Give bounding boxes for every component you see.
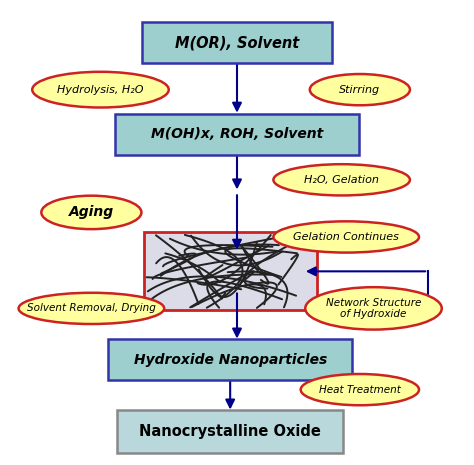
FancyBboxPatch shape xyxy=(115,114,359,154)
Text: Hydrolysis, H₂O: Hydrolysis, H₂O xyxy=(57,85,144,95)
Text: Gelation Continues: Gelation Continues xyxy=(293,232,399,242)
Ellipse shape xyxy=(310,74,410,105)
Text: Nanocrystalline Oxide: Nanocrystalline Oxide xyxy=(139,424,321,438)
Ellipse shape xyxy=(273,221,419,252)
Ellipse shape xyxy=(32,72,169,107)
Ellipse shape xyxy=(301,374,419,405)
Ellipse shape xyxy=(18,293,164,324)
Text: Aging: Aging xyxy=(69,206,114,219)
Text: Heat Treatment: Heat Treatment xyxy=(319,385,401,395)
Text: M(OR), Solvent: M(OR), Solvent xyxy=(175,35,299,50)
FancyBboxPatch shape xyxy=(108,339,352,380)
Bar xyxy=(144,232,317,311)
FancyBboxPatch shape xyxy=(142,22,332,63)
FancyBboxPatch shape xyxy=(118,410,343,452)
Text: Solvent Removal, Drying: Solvent Removal, Drying xyxy=(27,303,156,313)
Text: Hydroxide Nanoparticles: Hydroxide Nanoparticles xyxy=(134,353,327,367)
Text: Network Structure
of Hydroxide: Network Structure of Hydroxide xyxy=(326,298,421,319)
Text: H₂O, Gelation: H₂O, Gelation xyxy=(304,175,379,185)
Text: Stirring: Stirring xyxy=(339,85,381,95)
Ellipse shape xyxy=(305,287,442,330)
Ellipse shape xyxy=(273,164,410,195)
Ellipse shape xyxy=(41,196,141,229)
Text: M(OH)x, ROH, Solvent: M(OH)x, ROH, Solvent xyxy=(151,127,323,141)
